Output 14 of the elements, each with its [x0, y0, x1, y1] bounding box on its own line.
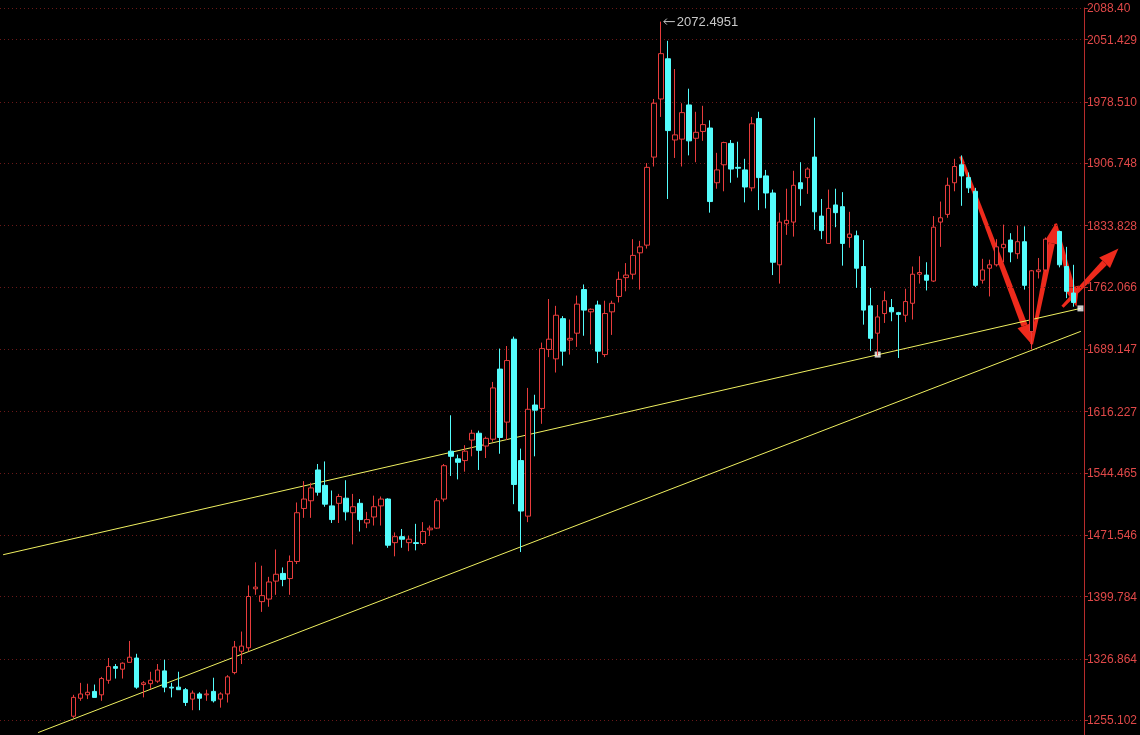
y-tick-label: 1255.102 — [1086, 713, 1138, 728]
annotation: 2072.4951 — [676, 14, 739, 30]
y-tick-label: 1616.227 — [1086, 404, 1138, 419]
y-tick-label: 1762.066 — [1086, 279, 1138, 294]
y-tick-label: 1833.828 — [1086, 218, 1138, 233]
y-tick-label: 1906.748 — [1086, 156, 1138, 171]
y-tick-label: 2088.40 — [1086, 1, 1131, 15]
y-tick-label: 1471.546 — [1086, 528, 1138, 543]
y-tick-label: 1689.147 — [1086, 342, 1138, 357]
y-tick-label: 1326.864 — [1086, 652, 1138, 667]
y-tick-label: 2051.429 — [1086, 32, 1138, 47]
y-tick-label: 1399.784 — [1086, 589, 1138, 604]
y-tick-label: 1978.510 — [1086, 94, 1138, 109]
y-tick-label: 1544.465 — [1086, 466, 1138, 481]
